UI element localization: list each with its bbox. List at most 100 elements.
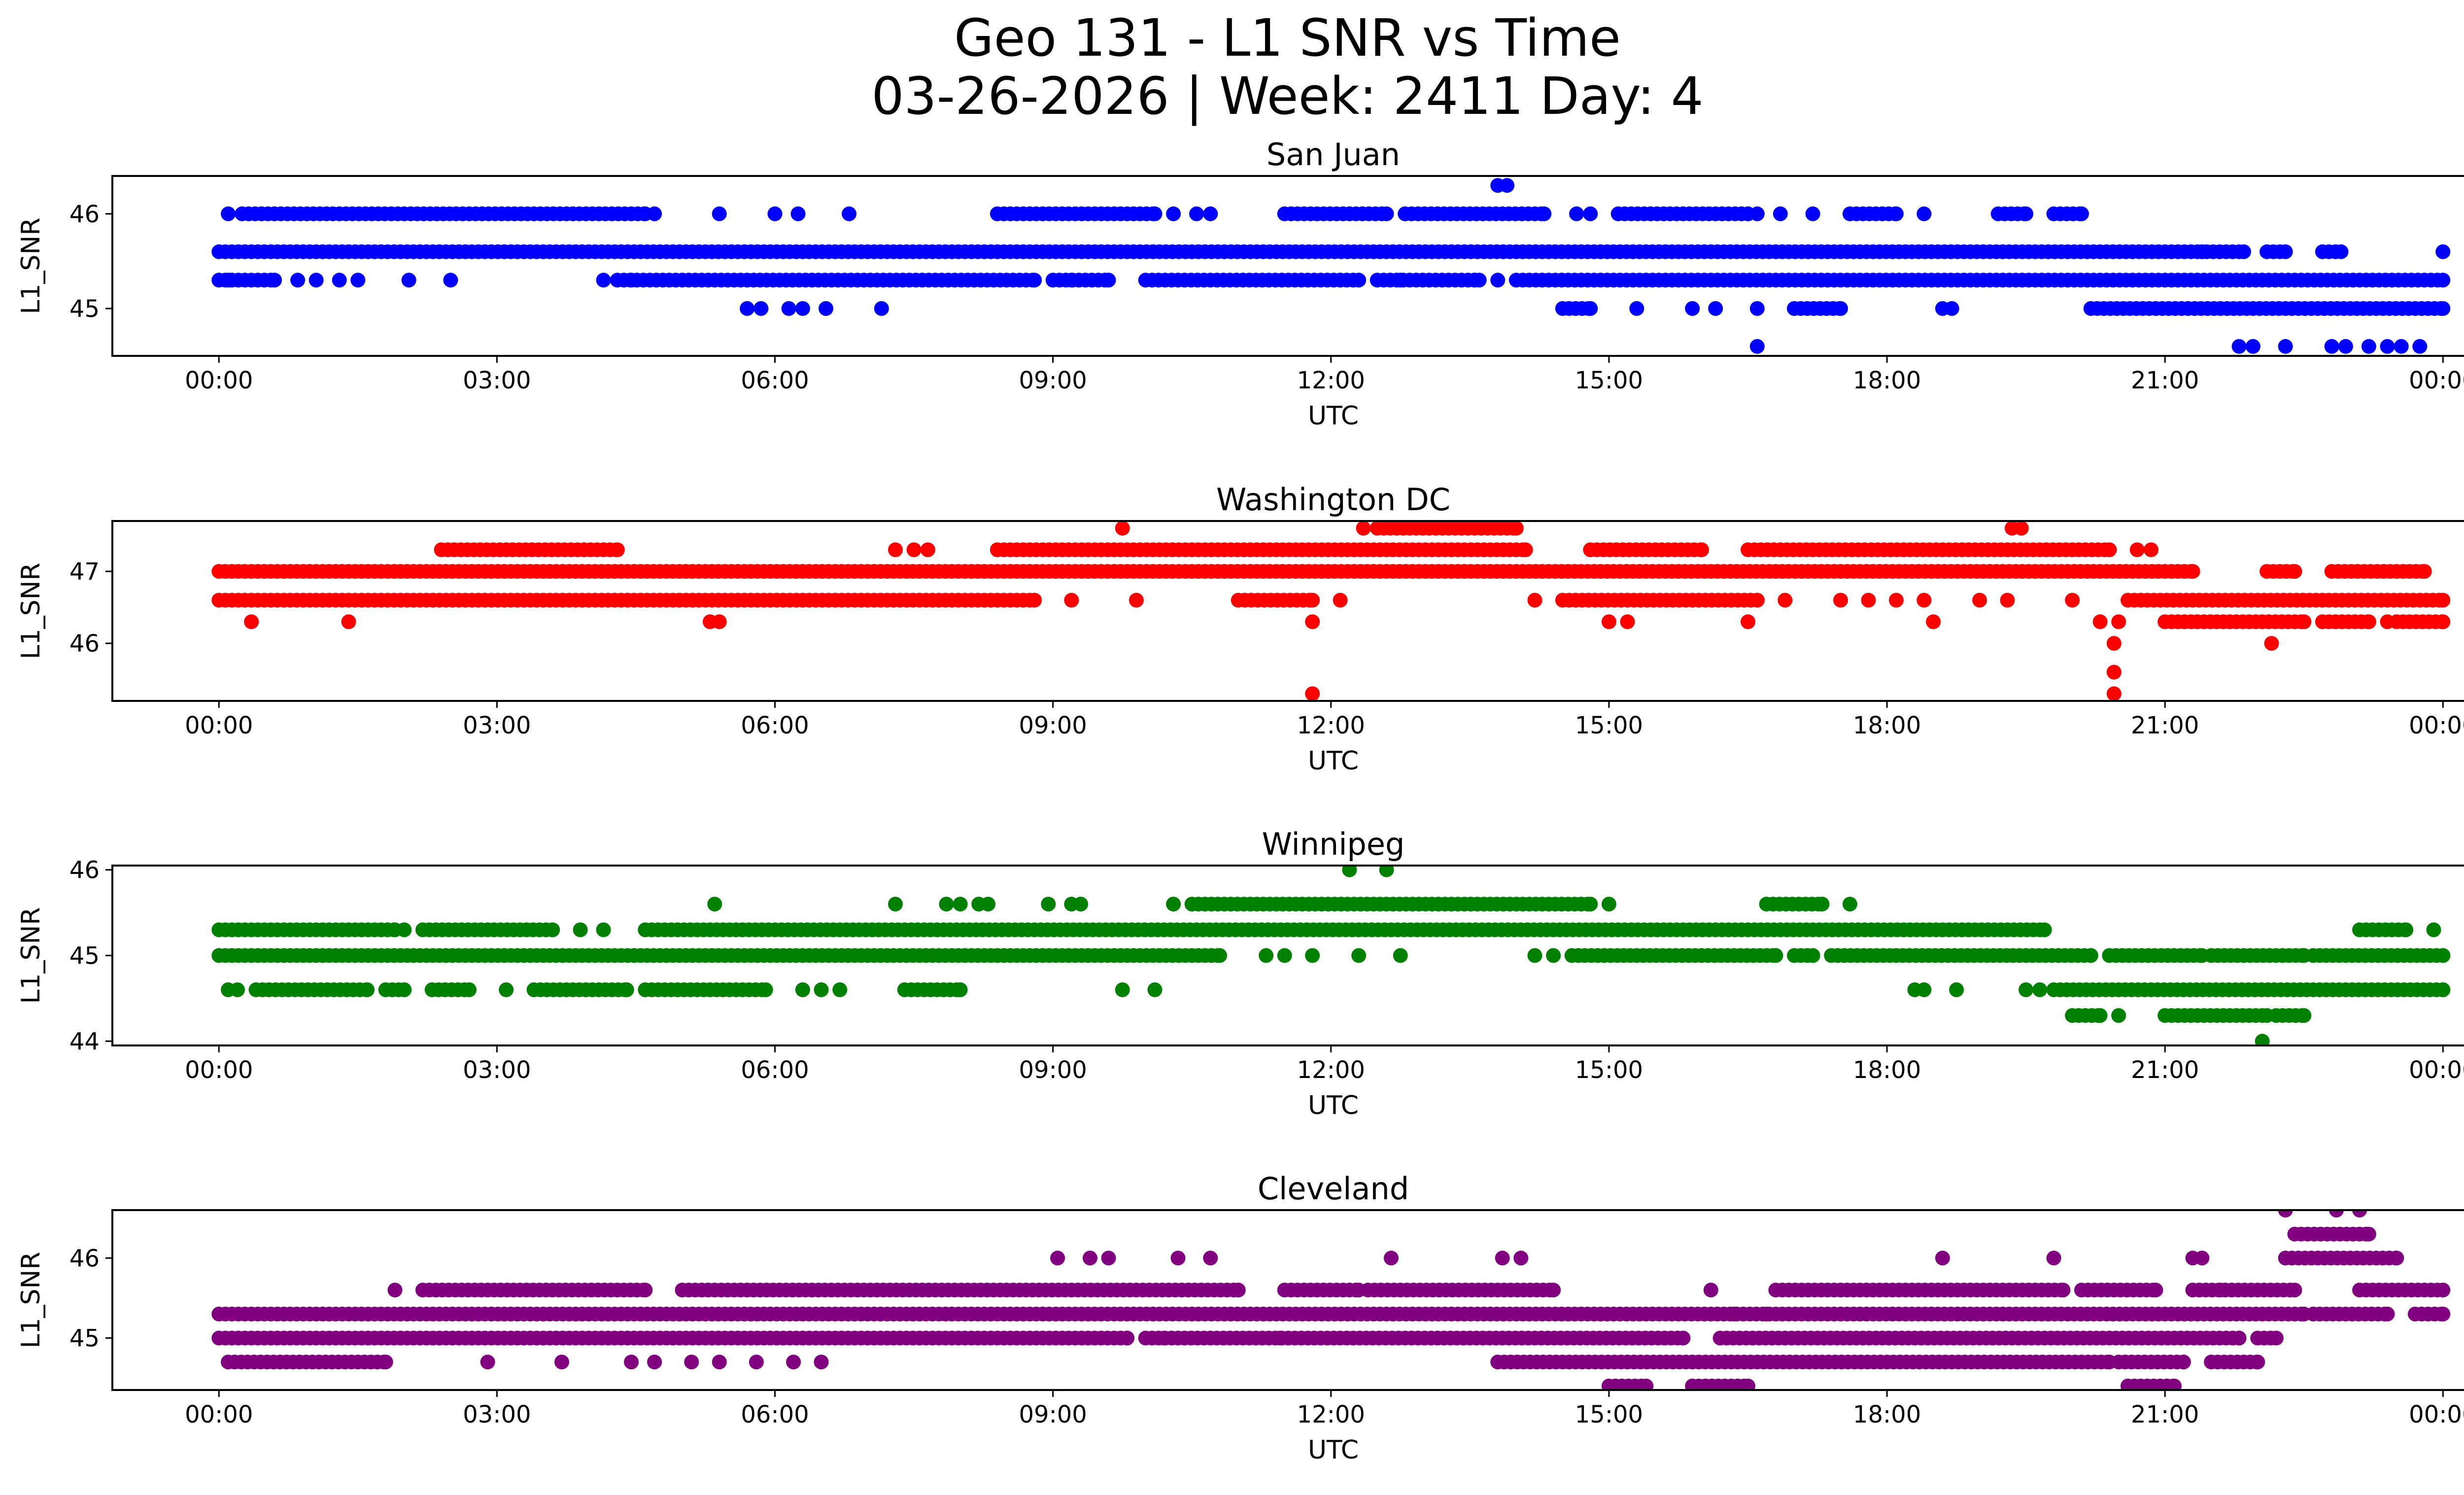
data-point	[2167, 1378, 2182, 1390]
data-point	[596, 922, 611, 938]
data-point	[1694, 542, 1709, 557]
data-point	[2435, 244, 2451, 259]
y-tick-label: 44	[69, 1028, 100, 1055]
data-point	[1170, 1251, 1186, 1266]
axes-frame	[111, 1209, 2464, 1391]
data-point	[1508, 521, 1524, 536]
data-point	[221, 206, 236, 221]
data-points	[211, 1210, 2451, 1390]
x-tick-label: 21:00	[2131, 712, 2199, 739]
data-point	[1888, 206, 1904, 221]
subplot-title: San Juan	[1266, 137, 1400, 173]
data-point	[953, 897, 968, 912]
data-point	[1749, 301, 1765, 316]
data-point	[1393, 273, 1408, 288]
data-point	[2148, 1283, 2163, 1298]
data-point	[814, 982, 829, 997]
data-point	[1166, 206, 1181, 221]
subplot-title: Cleveland	[1258, 1171, 1409, 1207]
x-tick-label: 12:00	[1297, 367, 1365, 394]
y-axis-label: L1_SNR	[16, 562, 46, 659]
data-point	[1527, 948, 1542, 963]
data-point	[1949, 982, 1964, 997]
data-point	[2213, 1283, 2228, 1298]
data-point	[1861, 592, 1876, 608]
data-point	[2111, 1008, 2126, 1023]
data-point	[1601, 897, 1616, 912]
data-point	[2106, 636, 2122, 651]
x-tick-label: 09:00	[1019, 1401, 1087, 1428]
data-point	[2352, 1210, 2367, 1217]
data-point	[2361, 339, 2376, 354]
data-point	[2338, 339, 2353, 354]
data-point	[545, 922, 560, 938]
data-point	[1916, 592, 1932, 608]
data-point	[638, 1283, 653, 1298]
data-point	[2435, 948, 2451, 963]
data-point	[1082, 1251, 1097, 1266]
x-tick-label: 00:00	[2409, 367, 2464, 394]
data-point	[1333, 592, 1348, 608]
data-point	[2245, 339, 2260, 354]
data-point	[596, 273, 611, 288]
data-point	[2417, 564, 2432, 579]
data-point	[2278, 244, 2293, 259]
data-point	[1778, 592, 1793, 608]
data-point	[387, 1283, 403, 1298]
data-point	[842, 206, 856, 221]
data-point	[341, 614, 356, 629]
data-point	[2111, 614, 2126, 629]
data-point	[2092, 1008, 2108, 1023]
data-point	[1601, 614, 1616, 629]
x-tick-label: 21:00	[2131, 1401, 2199, 1428]
x-tick-label: 00:00	[2409, 712, 2464, 739]
data-point	[2074, 206, 2089, 221]
data-point	[1231, 1283, 1246, 1298]
data-point	[2380, 339, 2395, 354]
subplot-washington-dc: Washington DC 00:00 03:00 06:00 09:00 12:00 15…	[16, 482, 2464, 776]
x-tick-label: 00:00	[2409, 1401, 2464, 1428]
data-point	[1916, 206, 1932, 221]
data-point	[2185, 564, 2200, 579]
data-point	[758, 982, 773, 997]
data-point	[2264, 636, 2279, 651]
data-point	[2278, 1210, 2293, 1217]
data-point	[1027, 273, 1042, 288]
data-point	[624, 273, 639, 288]
x-tick-label: 09:00	[1019, 367, 1087, 394]
data-point	[1620, 614, 1635, 629]
data-point	[573, 922, 588, 938]
data-point	[1356, 521, 1371, 536]
data-point	[1759, 1306, 1774, 1321]
data-point	[2231, 339, 2247, 354]
data-point	[1305, 614, 1320, 629]
data-point	[707, 897, 722, 912]
data-point	[1342, 866, 1357, 877]
x-tick-label: 00:00	[185, 1401, 253, 1428]
data-point	[2380, 1306, 2395, 1321]
data-point	[2324, 339, 2339, 354]
data-point	[1833, 592, 1848, 608]
data-point	[2435, 301, 2451, 316]
data-point	[2287, 564, 2302, 579]
data-point	[290, 273, 306, 288]
data-point	[1935, 1251, 1950, 1266]
x-tick-label: 06:00	[741, 367, 809, 394]
data-point	[1384, 1251, 1399, 1266]
data-point	[2032, 982, 2048, 997]
data-point	[795, 982, 810, 997]
data-point	[1888, 592, 1904, 608]
x-tick-label: 09:00	[1019, 1056, 1087, 1084]
data-point	[1768, 948, 1783, 963]
y-tick-label: 45	[69, 295, 100, 323]
data-point	[2268, 1330, 2284, 1346]
data-point	[1749, 339, 1765, 354]
data-point	[1537, 206, 1552, 221]
x-tick-label: 18:00	[1853, 712, 1921, 739]
data-point	[2000, 592, 2015, 608]
data-point	[378, 1355, 393, 1370]
x-tick-label: 09:00	[1019, 712, 1087, 739]
data-point	[2129, 542, 2145, 557]
data-point	[1351, 273, 1367, 288]
data-point	[230, 982, 245, 997]
